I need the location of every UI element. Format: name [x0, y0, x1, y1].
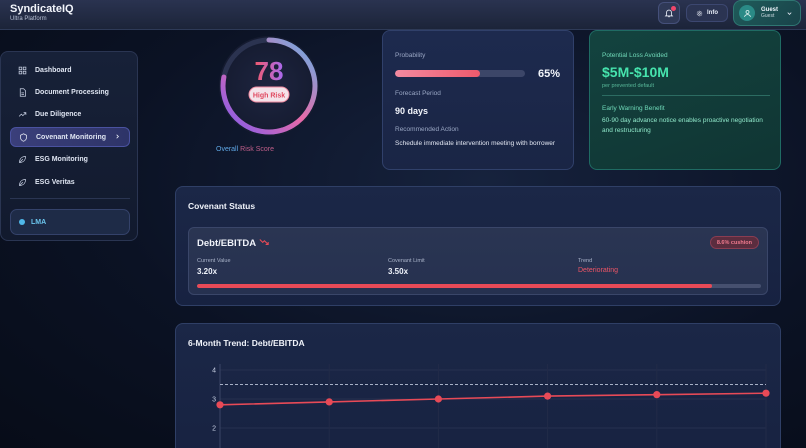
cushion-badge: 8.6% cushion	[709, 236, 759, 249]
covenant-item[interactable]: Debt/EBITDA 8.6% cushion Current Value 3…	[188, 227, 768, 295]
risk-caption-part1: Overall	[216, 146, 239, 153]
sidebar-item-label: Dashboard	[35, 66, 72, 74]
section-title: Covenant Status	[188, 201, 256, 211]
sidebar-item-dashboard[interactable]: Dashboard	[10, 60, 130, 80]
lma-label: LMA	[31, 218, 47, 226]
data-point	[544, 392, 552, 400]
brand[interactable]: SyndicateIQ Ultra Platform	[10, 3, 74, 22]
divider	[602, 95, 770, 96]
user-role: Guest	[761, 12, 775, 19]
benefit-label: Early Warning Benefit	[602, 105, 665, 112]
data-point	[762, 389, 770, 397]
info-label: Info	[707, 10, 718, 16]
sidebar: Dashboard Document Processing Due Dilige…	[0, 51, 138, 241]
leaf-icon	[19, 178, 26, 186]
gear-icon	[696, 10, 703, 16]
forecast-label: Forecast Period	[395, 90, 441, 97]
current-label: Current Value	[197, 258, 231, 264]
probability-card: Probability 65% Forecast Period 90 days …	[382, 30, 574, 170]
potential-loss-card: Potential Loss Avoided $5M-$10M per prev…	[589, 30, 781, 170]
data-point	[216, 401, 224, 409]
trend-chart-card: 6-Month Trend: Debt/EBITDA 4 3 2	[175, 323, 781, 448]
limit-value: 3.50x	[388, 267, 409, 276]
sidebar-item-label: Document Processing	[35, 88, 109, 96]
sidebar-item-esg-veritas[interactable]: ESG Veritas	[10, 172, 130, 192]
data-point	[434, 395, 442, 403]
risk-gauge: 78 High Risk	[213, 30, 325, 142]
avatar	[739, 5, 755, 21]
probability-bar-fill	[395, 70, 480, 77]
limit-label: Covenant Limit	[388, 258, 425, 264]
series-line	[219, 392, 767, 406]
sidebar-item-label: Due Diligence	[35, 110, 82, 118]
gauge-background	[219, 36, 319, 136]
trend-group: Trend Deteriorating	[578, 258, 618, 274]
probability-value: 65%	[538, 68, 561, 80]
loss-label: Potential Loss Avoided	[602, 52, 668, 59]
sidebar-item-label: ESG Veritas	[35, 178, 75, 186]
covenant-usage-fill	[197, 284, 713, 288]
trend-chart: 4 3 2	[212, 364, 770, 448]
trend-label: Trend	[578, 258, 593, 264]
y-tick-label: 2	[212, 426, 216, 433]
action-value: Schedule immediate intervention meeting …	[395, 140, 556, 147]
top-bar: SyndicateIQ Ultra Platform Info Guest Gu…	[0, 0, 806, 30]
metric-name: Debt/EBITDA	[197, 238, 257, 249]
brand-subtitle: Ultra Platform	[10, 16, 47, 22]
chart-title: 6-Month Trend: Debt/EBITDA	[188, 338, 305, 348]
y-tick-label: 4	[212, 368, 216, 375]
risk-badge	[248, 86, 290, 103]
user-menu[interactable]: Guest Guest	[733, 0, 801, 26]
brand-title: SyndicateIQ	[10, 3, 74, 15]
chevron-right-icon	[116, 134, 119, 139]
lma-button[interactable]: LMA	[10, 209, 130, 235]
gauge-arc	[220, 37, 318, 135]
sidebar-item-covenant-monitoring[interactable]: Covenant Monitoring	[10, 127, 130, 147]
y-tick-label: 3	[212, 397, 216, 404]
trend-up-icon	[18, 111, 27, 117]
bell-icon	[664, 9, 674, 18]
risk-score: 78	[255, 56, 284, 86]
divider	[10, 198, 130, 199]
loss-sub: per prevented default	[602, 83, 654, 89]
covenant-usage-bar	[197, 284, 761, 288]
data-point	[325, 398, 333, 406]
risk-caption-part2: Risk Score	[238, 146, 274, 153]
forecast-value: 90 days	[395, 106, 429, 116]
sidebar-item-esg-monitoring[interactable]: ESG Monitoring	[10, 149, 130, 169]
loss-value: $5M-$10M	[602, 64, 669, 80]
probability-label: Probability	[395, 52, 426, 59]
leaf-icon	[19, 155, 26, 163]
user-name: Guest	[761, 7, 779, 14]
current-value-group: Current Value 3.20x	[197, 258, 231, 276]
probability-bar	[395, 70, 525, 77]
sidebar-item-document-processing[interactable]: Document Processing	[10, 82, 130, 102]
current-value: 3.20x	[197, 267, 218, 276]
notification-dot	[671, 6, 676, 11]
benefit-text: 60-90 day advance notice enables proacti…	[602, 117, 763, 134]
info-button[interactable]: Info	[686, 4, 728, 22]
sidebar-item-label: ESG Monitoring	[35, 155, 88, 163]
status-dot	[19, 219, 25, 225]
covenant-status-card: Covenant Status Debt/EBITDA 8.6% cushion…	[175, 186, 781, 306]
sidebar-item-due-diligence[interactable]: Due Diligence	[10, 104, 130, 124]
action-label: Recommended Action	[395, 126, 459, 133]
grid-icon	[18, 66, 27, 74]
trend-down-icon	[259, 239, 269, 246]
notifications-button[interactable]	[658, 2, 680, 24]
sidebar-item-label: Covenant Monitoring	[36, 133, 106, 141]
risk-badge-label: High Risk	[253, 93, 285, 100]
chevron-down-icon	[787, 11, 792, 15]
risk-caption: Overall Risk Score	[216, 146, 274, 153]
limit-group: Covenant Limit 3.50x	[388, 258, 425, 276]
shield-icon	[20, 132, 27, 142]
user-icon	[743, 9, 751, 17]
trend-value: Deteriorating	[578, 267, 619, 274]
document-icon	[19, 87, 26, 97]
data-point	[653, 391, 661, 399]
